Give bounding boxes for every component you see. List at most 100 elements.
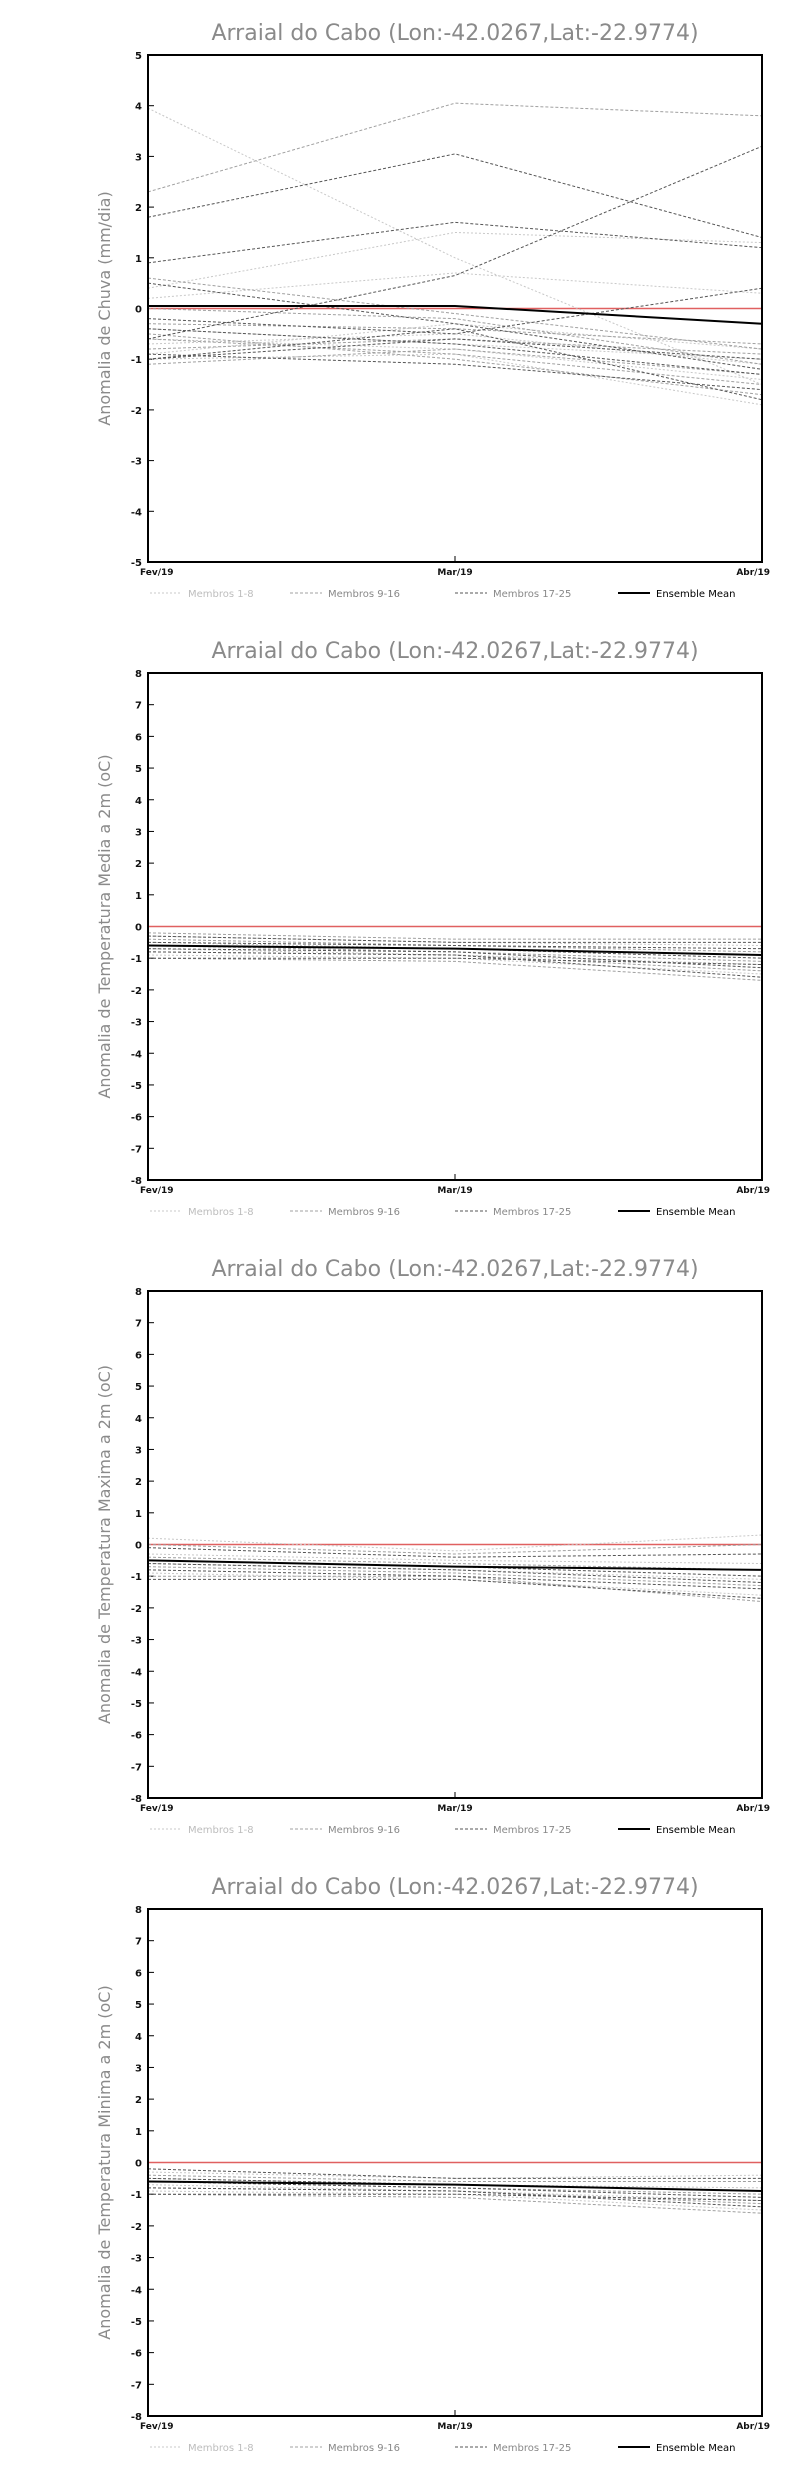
- member-series-line: [147, 935, 762, 943]
- y-tick-label: 5: [135, 1382, 142, 1393]
- y-tick-label: -5: [131, 2317, 142, 2328]
- member-series-line: [147, 323, 763, 345]
- legend-label: Membros 17-25: [493, 1825, 571, 1836]
- member-series-line: [147, 338, 763, 380]
- chart-svg: Arraial do Cabo (Lon:-42.0267,Lat:-22.97…: [95, 1257, 770, 1836]
- chart-panel-2: Arraial do Cabo (Lon:-42.0267,Lat:-22.97…: [0, 618, 800, 1236]
- y-tick-label: -7: [131, 1762, 142, 1773]
- plot-frame: [147, 672, 763, 1181]
- member-series-line: [147, 2187, 763, 2205]
- member-series-line: [148, 957, 763, 966]
- y-tick-label: -1: [131, 954, 142, 965]
- member-series-line: [147, 102, 763, 193]
- y-tick-label: 0: [135, 2159, 142, 2170]
- chart-svg: Arraial do Cabo (Lon:-42.0267,Lat:-22.97…: [95, 639, 770, 1218]
- y-tick-label: -6: [131, 1113, 142, 1124]
- legend-label: Membros 9-16: [328, 1825, 400, 1836]
- x-tick-label: Mar/19: [437, 1186, 472, 1196]
- x-tick-label: Mar/19: [437, 2422, 472, 2432]
- member-series-line: [147, 2193, 763, 2214]
- member-series-line: [147, 1563, 763, 1584]
- y-axis-label: Anomalia de Temperatura Maxima a 2m (oC): [95, 1365, 114, 1724]
- y-tick-label: -8: [131, 2412, 142, 2423]
- y-tick-label: -6: [131, 2349, 142, 2360]
- member-series-line: [147, 957, 763, 981]
- y-tick-label: 5: [135, 764, 142, 775]
- chart-panel-1: Arraial do Cabo (Lon:-42.0267,Lat:-22.97…: [0, 0, 800, 618]
- member-series-line: [147, 1569, 763, 1590]
- x-tick-label: Fev/19: [140, 1186, 174, 1196]
- x-tick-label: Abr/19: [736, 568, 770, 578]
- y-tick-label: 2: [135, 859, 142, 870]
- member-series-line: [147, 308, 763, 365]
- member-series-line: [147, 338, 763, 360]
- y-tick-label: 4: [135, 1414, 142, 1425]
- member-series-line: [147, 2168, 762, 2179]
- member-series-line: [147, 282, 763, 370]
- member-series-line: [147, 1556, 763, 1571]
- x-tick-label: Abr/19: [736, 1186, 770, 1196]
- chart-panel-3: Arraial do Cabo (Lon:-42.0267,Lat:-22.97…: [0, 1236, 800, 1854]
- legend-label: Ensemble Mean: [656, 589, 735, 600]
- chart-title: Arraial do Cabo (Lon:-42.0267,Lat:-22.97…: [211, 1875, 698, 1900]
- plot-frame: [147, 1290, 763, 1799]
- y-tick-label: 3: [135, 152, 142, 163]
- legend-label: Membros 17-25: [493, 589, 571, 600]
- member-series-line: [147, 145, 763, 340]
- y-tick-label: 6: [135, 1350, 142, 1361]
- y-tick-label: 4: [135, 796, 142, 807]
- y-tick-label: -7: [131, 1144, 142, 1155]
- legend-label: Ensemble Mean: [656, 1207, 735, 1218]
- y-tick-label: -1: [131, 2190, 142, 2201]
- y-tick-label: -8: [131, 1794, 142, 1805]
- y-tick-label: 7: [135, 1319, 142, 1330]
- chart-panel-4: Arraial do Cabo (Lon:-42.0267,Lat:-22.97…: [0, 1854, 800, 2472]
- legend-label: Membros 1-8: [188, 1825, 254, 1836]
- y-tick-label: 4: [135, 2032, 142, 2043]
- y-tick-label: -4: [131, 1667, 142, 1678]
- ensemble-mean-line: [148, 304, 763, 325]
- chart-title: Arraial do Cabo (Lon:-42.0267,Lat:-22.97…: [211, 21, 698, 46]
- member-series-line: [147, 333, 763, 396]
- y-tick-label: -5: [131, 558, 142, 569]
- chart-title: Arraial do Cabo (Lon:-42.0267,Lat:-22.97…: [211, 1257, 698, 1282]
- member-series-line: [147, 323, 763, 355]
- legend-label: Membros 9-16: [328, 589, 400, 600]
- member-series-line: [147, 153, 763, 239]
- member-series-line: [147, 2181, 763, 2198]
- member-series-line: [147, 932, 762, 940]
- x-tick-label: Abr/19: [736, 1804, 770, 1814]
- legend-label: Membros 17-25: [493, 1207, 571, 1218]
- member-series-line: [147, 221, 763, 264]
- member-series-line: [147, 328, 763, 401]
- y-tick-label: -5: [131, 1081, 142, 1092]
- y-tick-label: 1: [135, 1509, 142, 1520]
- x-tick-label: Fev/19: [140, 568, 174, 578]
- y-tick-label: 6: [135, 1968, 142, 1979]
- y-tick-label: 5: [135, 51, 142, 62]
- ensemble-mean-line: [147, 1559, 763, 1571]
- y-tick-label: 7: [135, 1937, 142, 1948]
- y-tick-label: -5: [131, 1699, 142, 1710]
- ensemble-mean-line: [147, 944, 763, 957]
- x-tick-label: Fev/19: [140, 1804, 174, 1814]
- y-tick-label: 2: [135, 1477, 142, 1488]
- y-tick-label: 2: [135, 2095, 142, 2106]
- member-series-line: [148, 1575, 763, 1603]
- member-series-line: [147, 1572, 763, 1596]
- ensemble-mean-line: [147, 2180, 763, 2193]
- y-tick-label: -3: [131, 1636, 142, 1647]
- legend-label: Ensemble Mean: [656, 2443, 735, 2454]
- member-series-line: [147, 353, 763, 406]
- member-series-line: [147, 1544, 763, 1555]
- y-tick-label: -1: [131, 1572, 142, 1583]
- y-tick-label: -6: [131, 1731, 142, 1742]
- y-tick-label: 8: [135, 669, 142, 680]
- member-series-line: [147, 107, 763, 386]
- y-tick-label: 6: [135, 732, 142, 743]
- x-tick-label: Abr/19: [736, 2422, 770, 2432]
- y-tick-label: -8: [131, 1176, 142, 1187]
- member-series-line: [147, 2174, 762, 2183]
- member-series-line: [147, 287, 763, 335]
- y-tick-label: -7: [131, 2380, 142, 2391]
